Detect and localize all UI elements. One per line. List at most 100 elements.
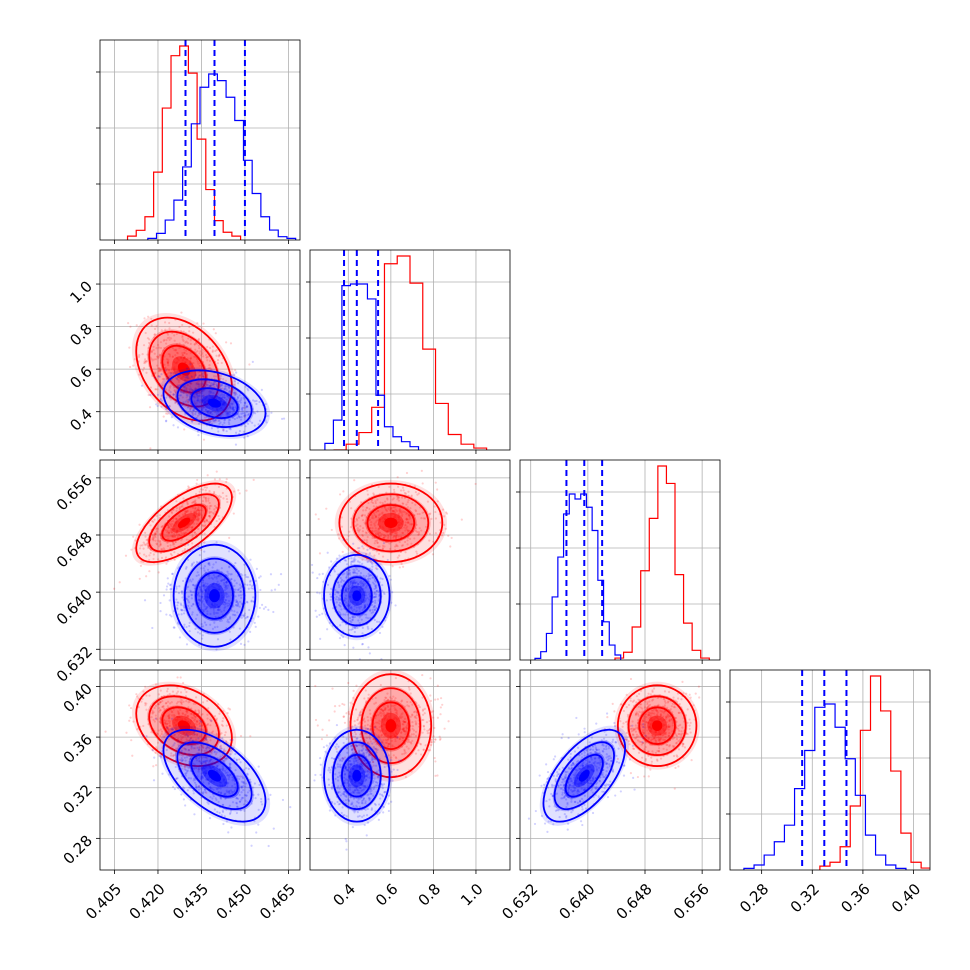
scatter-point	[257, 423, 260, 426]
scatter-point	[377, 485, 380, 489]
scatter-point	[203, 569, 206, 572]
scatter-point	[229, 342, 233, 345]
scatter-point	[152, 553, 155, 556]
scatter-point	[191, 411, 194, 414]
scatter-point	[376, 531, 379, 534]
scatter-point	[198, 392, 201, 395]
scatter-point	[223, 404, 226, 407]
scatter-point	[185, 710, 188, 713]
scatter-point	[193, 733, 196, 736]
y-tick-label: 1.0	[66, 277, 96, 307]
scatter-point	[358, 528, 361, 531]
scatter-point	[227, 831, 230, 834]
scatter-point	[189, 339, 192, 342]
scatter-point	[154, 371, 157, 374]
scatter-point	[200, 637, 204, 640]
scatter-point	[190, 736, 193, 740]
scatter-point	[199, 512, 202, 515]
scatter-point	[188, 389, 191, 392]
scatter-point	[368, 507, 371, 511]
scatter-point	[159, 701, 162, 704]
scatter-point	[335, 601, 338, 604]
scatter-point	[226, 414, 229, 417]
scatter-point	[249, 630, 252, 633]
scatter-point	[203, 608, 206, 611]
scatter-point	[191, 717, 195, 720]
scatter-point	[208, 406, 211, 409]
scatter-point	[203, 521, 206, 524]
scatter-point	[219, 744, 222, 747]
scatter-point	[176, 376, 179, 379]
scatter-point	[321, 572, 324, 575]
scatter-point	[204, 762, 207, 765]
scatter-point	[150, 324, 153, 327]
scatter-point	[168, 717, 171, 720]
scatter-point	[143, 358, 147, 361]
scatter-point	[204, 588, 207, 591]
scatter-point	[218, 354, 221, 357]
scatter-point	[346, 573, 350, 576]
scatter-point	[369, 574, 372, 577]
scatter-point	[166, 728, 170, 731]
scatter-point	[218, 598, 222, 601]
scatter-point	[170, 528, 173, 532]
scatter-point	[351, 619, 354, 622]
scatter-point	[213, 715, 217, 718]
scatter-point	[156, 393, 160, 396]
scatter-point	[163, 548, 166, 551]
scatter-point	[223, 402, 226, 405]
scatter-point	[165, 407, 168, 411]
scatter-point	[201, 589, 204, 592]
scatter-point	[183, 388, 186, 391]
scatter-point	[399, 535, 403, 538]
scatter-point	[207, 562, 210, 566]
scatter-point	[171, 572, 174, 576]
scatter-point	[190, 604, 193, 608]
scatter-point	[361, 593, 364, 596]
scatter-point	[381, 520, 384, 523]
panel-content	[313, 670, 450, 851]
scatter-point	[398, 529, 401, 532]
scatter-point	[186, 383, 190, 386]
scatter-point	[393, 490, 396, 494]
scatter-point	[188, 624, 191, 628]
scatter-point	[193, 514, 197, 517]
scatter-point	[218, 606, 221, 609]
scatter-point	[198, 554, 201, 557]
scatter-point	[227, 584, 230, 587]
scatter-point	[193, 394, 196, 398]
scatter-point	[167, 364, 170, 367]
contour-line	[162, 369, 267, 437]
scatter-point	[201, 756, 204, 759]
scatter-point	[361, 626, 364, 629]
scatter-point	[369, 594, 372, 598]
scatter-point	[358, 546, 361, 550]
scatter-point	[338, 585, 341, 589]
scatter-point	[174, 391, 178, 394]
scatter-point	[211, 396, 215, 399]
scatter-point	[173, 368, 176, 371]
scatter-point	[205, 356, 208, 359]
scatter-point	[362, 601, 365, 604]
scatter-point	[240, 412, 243, 415]
scatter-point	[373, 618, 376, 622]
scatter-point	[253, 424, 256, 427]
scatter-point	[211, 577, 215, 581]
scatter-point	[206, 582, 209, 585]
scatter-point	[397, 525, 400, 528]
hist-step-0	[614, 465, 710, 660]
scatter-point	[392, 509, 395, 513]
scatter-point	[388, 574, 391, 578]
scatter-point	[202, 587, 206, 590]
scatter-point	[348, 587, 351, 590]
scatter-point	[240, 572, 243, 576]
scatter-point	[222, 822, 225, 826]
scatter-point	[233, 393, 237, 396]
scatter-point	[397, 499, 401, 502]
scatter-point	[223, 396, 226, 399]
scatter-point	[192, 603, 195, 606]
scatter-point	[180, 356, 183, 359]
scatter-point	[386, 536, 390, 539]
scatter-point	[186, 358, 189, 361]
scatter-point	[180, 391, 183, 394]
